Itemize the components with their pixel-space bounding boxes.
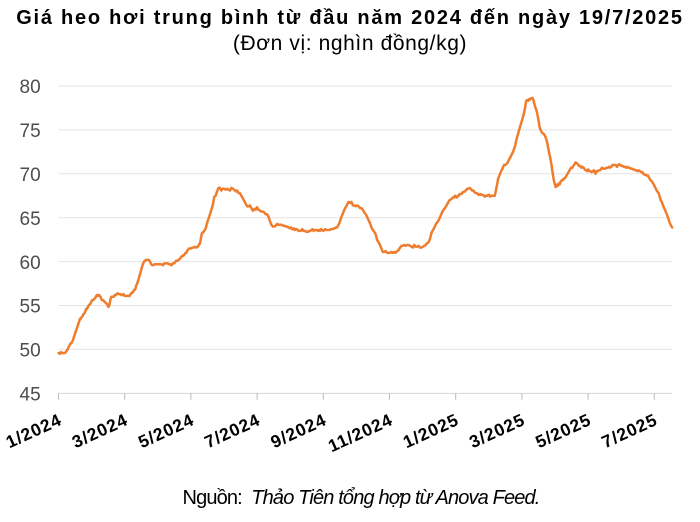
svg-text:7/2024: 7/2024 [201, 409, 263, 452]
svg-text:5/2025: 5/2025 [532, 409, 594, 452]
svg-text:9/2024: 9/2024 [268, 409, 330, 452]
svg-text:55: 55 [20, 297, 41, 318]
svg-text:50: 50 [20, 341, 41, 362]
svg-text:5/2024: 5/2024 [135, 409, 197, 452]
svg-text:80: 80 [20, 77, 41, 98]
svg-text:75: 75 [20, 121, 41, 142]
svg-text:3/2024: 3/2024 [69, 409, 131, 452]
svg-text:45: 45 [20, 385, 41, 406]
svg-text:11/2024: 11/2024 [325, 409, 396, 456]
svg-text:3/2025: 3/2025 [466, 409, 528, 452]
svg-text:1/2025: 1/2025 [400, 409, 462, 452]
svg-text:7/2025: 7/2025 [599, 409, 661, 452]
svg-text:70: 70 [20, 165, 41, 186]
svg-text:1/2024: 1/2024 [3, 409, 65, 452]
svg-text:65: 65 [20, 209, 41, 230]
svg-text:60: 60 [20, 253, 41, 274]
